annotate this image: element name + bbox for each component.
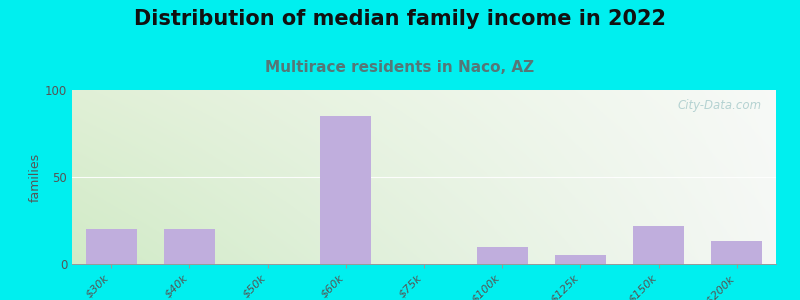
Text: Distribution of median family income in 2022: Distribution of median family income in …: [134, 9, 666, 29]
Text: City-Data.com: City-Data.com: [678, 99, 762, 112]
Bar: [86, 229, 137, 264]
Bar: [477, 247, 528, 264]
Bar: [164, 229, 214, 264]
Bar: [634, 226, 684, 264]
Bar: [555, 255, 606, 264]
Text: Multirace residents in Naco, AZ: Multirace residents in Naco, AZ: [266, 60, 534, 75]
Bar: [711, 242, 762, 264]
Y-axis label: families: families: [29, 152, 42, 202]
Bar: [320, 116, 371, 264]
